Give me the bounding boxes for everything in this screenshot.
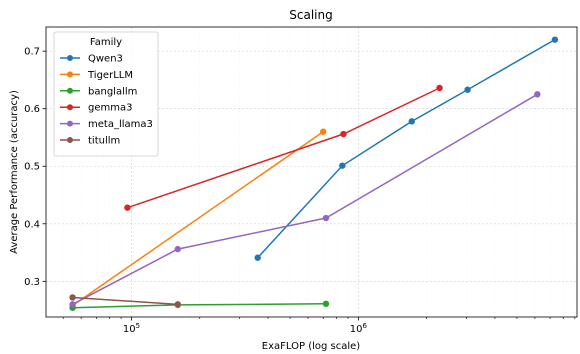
legend-swatch-marker <box>67 120 73 127</box>
legend-swatch-marker <box>67 71 73 78</box>
x-axis-label: ExaFLOP (log scale) <box>262 341 361 352</box>
legend-label: titullm <box>88 136 120 147</box>
data-point-gemma3 <box>340 130 347 138</box>
legend-swatch-marker <box>67 137 73 143</box>
data-point-gemma3 <box>124 204 131 211</box>
y-axis-label: Average Performance (accuracy) <box>9 90 20 254</box>
data-point-qwen3 <box>464 86 471 93</box>
legend-swatch-marker <box>67 104 73 111</box>
data-point-qwen3 <box>339 162 346 169</box>
y-tick-label: 0.4 <box>24 219 40 230</box>
legend-item-titullm: titullm <box>60 136 120 147</box>
data-point-meta-llama3 <box>174 245 181 253</box>
data-point-qwen3 <box>408 118 415 125</box>
x-tick-label: 105 <box>123 322 140 335</box>
legend-swatch-marker <box>67 87 73 94</box>
axis-ticks: 0.3 0.4 0.5 0.6 0.7 105 106 <box>24 47 576 335</box>
legend-item-tigerllm: TigerLLM <box>60 70 133 81</box>
y-tick-label: 0.5 <box>24 162 40 173</box>
legend-title: Family <box>90 37 122 48</box>
legend-item-gemma3: gemma3 <box>60 103 132 114</box>
legend: Family Qwen3 TigerLLM banglallm gemma3 meta_… <box>53 31 159 157</box>
legend-swatch-marker <box>67 55 73 61</box>
legend-item-qwen3: Qwen3 <box>60 54 123 65</box>
series-line-tigerllm <box>72 131 324 307</box>
series-line-gemma3 <box>127 87 440 209</box>
data-point-banglallm <box>322 300 330 307</box>
data-point-meta-llama3 <box>534 91 541 98</box>
x-tick-label: 106 <box>350 322 368 335</box>
data-point-qwen3 <box>551 36 559 43</box>
y-tick-label: 0.6 <box>24 104 40 115</box>
legend-item-banglallm: banglallm <box>60 86 137 97</box>
plot-area-frame <box>45 26 578 318</box>
legend-label: Qwen3 <box>88 54 123 65</box>
y-tick-label: 0.7 <box>24 47 40 58</box>
data-point-meta-llama3 <box>69 301 76 308</box>
data-point-meta-llama3 <box>322 214 330 222</box>
legend-label: TigerLLM <box>87 70 133 81</box>
legend-label: gemma3 <box>88 103 132 114</box>
chart-title: Scaling <box>289 8 332 22</box>
data-point-titullm <box>174 301 181 308</box>
legend-label: banglallm <box>88 86 137 97</box>
series-line-meta-llama3 <box>72 93 538 306</box>
legend-frame <box>53 31 159 157</box>
y-tick-label: 0.3 <box>24 277 40 288</box>
data-point-tigerllm <box>320 128 327 135</box>
legend-label: meta_llama3 <box>88 119 153 130</box>
legend-item-meta-llama3: meta_llama3 <box>60 119 153 130</box>
series-line-banglallm <box>72 303 326 309</box>
data-point-titullm <box>69 294 76 301</box>
data-point-gemma3 <box>436 84 443 92</box>
series-line-titullm <box>72 296 178 306</box>
data-point-qwen3 <box>254 254 261 261</box>
series-points <box>69 36 559 311</box>
